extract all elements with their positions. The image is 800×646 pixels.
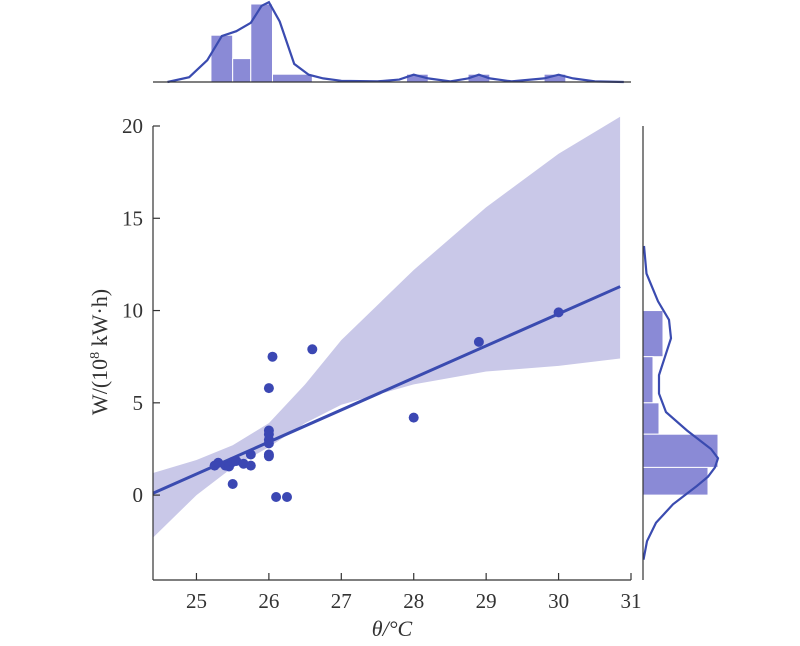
data-point (267, 351, 278, 362)
y-tick-label: 10 (122, 299, 143, 323)
data-point (263, 451, 274, 462)
x-tick-label: 25 (186, 589, 207, 613)
y-axis-title-unit: kW·h) (87, 289, 112, 352)
data-point (271, 492, 282, 502)
x-tick-label: 28 (403, 589, 424, 613)
top-histogram-bar (210, 34, 234, 83)
right-histogram-bar (642, 466, 709, 496)
data-point (263, 425, 274, 436)
right-kde-curve (642, 245, 720, 560)
x-tick-label: 26 (258, 589, 279, 613)
right-histogram-bar (642, 402, 660, 435)
right-histogram-bar (642, 356, 654, 404)
data-point (473, 336, 484, 347)
main-plot (152, 116, 621, 538)
confidence-band (153, 116, 621, 538)
data-point (227, 479, 238, 489)
x-tick-label: 31 (621, 589, 642, 613)
data-point (245, 449, 256, 460)
y-axis-title: W/(108 kW·h) (87, 289, 112, 415)
data-point (307, 344, 318, 355)
y-tick-label: 5 (133, 391, 144, 415)
axes: 25 26 27 28 29 30 31 0 5 10 15 20 (122, 114, 642, 613)
data-point (282, 492, 292, 502)
right-marginal-histogram (642, 126, 720, 580)
x-tick-label: 27 (331, 589, 352, 613)
data-point (245, 460, 256, 471)
y-axis-title-exponent: 8 (88, 352, 103, 359)
y-tick-label: 20 (122, 114, 143, 138)
x-axis-title: θ/°C (372, 616, 413, 641)
right-histogram-bar (642, 433, 719, 468)
y-tick-label: 0 (133, 483, 144, 507)
right-histogram-bar (642, 310, 664, 358)
y-axis-title-main: W/(10 (87, 359, 112, 415)
data-point (263, 383, 274, 394)
y-tick-label: 15 (122, 206, 143, 230)
top-histogram-bar (272, 73, 313, 83)
data-point (553, 307, 564, 318)
x-tick-label: 29 (476, 589, 497, 613)
top-histogram-bar (232, 58, 252, 83)
x-tick-label: 30 (548, 589, 569, 613)
data-point (408, 412, 419, 423)
top-marginal-histogram (153, 0, 631, 84)
